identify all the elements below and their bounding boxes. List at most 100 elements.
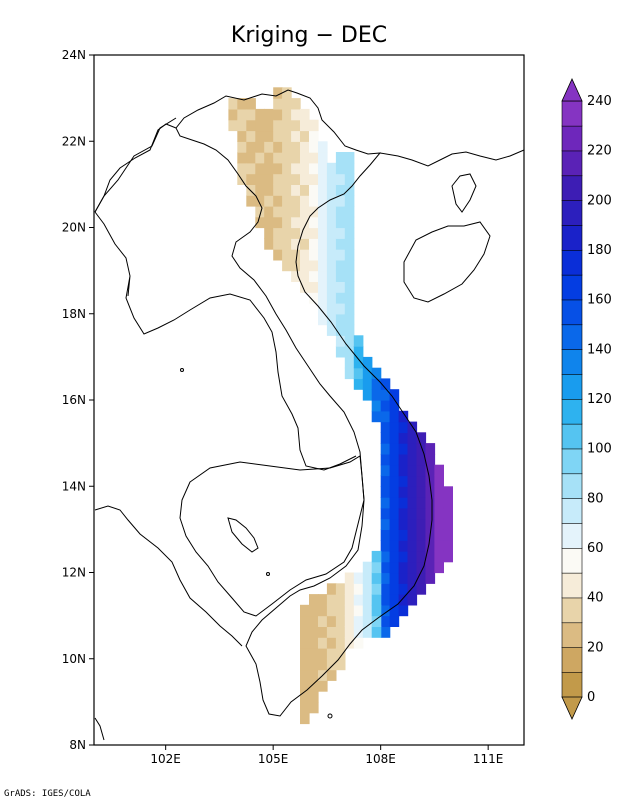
- colorbar-segment: [561, 324, 583, 350]
- grid-cell: [255, 195, 265, 207]
- grid-cell: [362, 356, 373, 369]
- grid-cell: [255, 119, 265, 132]
- grid-cell: [335, 615, 346, 627]
- grid-cell: [309, 152, 319, 164]
- grid-cell: [273, 98, 283, 110]
- grid-cell: [335, 259, 346, 272]
- grid-cell: [344, 238, 355, 250]
- grid-cell: [380, 561, 391, 574]
- grid-cell: [300, 712, 310, 725]
- grid-cell: [273, 162, 283, 175]
- grid-cell: [344, 205, 355, 218]
- grid-cell: [416, 497, 427, 509]
- grid-cell: [335, 335, 346, 347]
- grid-cell: [326, 594, 337, 606]
- grid-cell: [398, 464, 409, 477]
- grid-cell: [362, 389, 373, 401]
- grid-cell: [318, 615, 328, 627]
- grid-cell: [416, 453, 427, 466]
- grid-cell: [237, 130, 247, 142]
- grid-cell: [380, 486, 391, 498]
- grid-cell: [398, 432, 409, 444]
- grid-cell: [416, 432, 427, 444]
- grid-cell: [309, 669, 319, 681]
- grid-cell: [246, 130, 256, 142]
- grid-cell: [309, 162, 319, 175]
- grid-cell: [335, 281, 346, 293]
- grid-cell: [291, 238, 301, 250]
- colorbar-label: 60: [587, 541, 604, 556]
- grid-cell: [300, 680, 310, 692]
- grid-cell: [237, 108, 247, 121]
- grid-cell: [425, 475, 436, 487]
- grid-cell: [228, 119, 238, 132]
- grid-cell: [398, 561, 409, 574]
- grid-cell: [326, 637, 337, 649]
- grid-cell: [309, 141, 319, 153]
- grid-cell: [300, 259, 310, 272]
- grid-cell: [380, 529, 391, 541]
- grid-cell: [398, 443, 409, 455]
- grid-cell: [273, 119, 283, 132]
- grid-cell: [326, 259, 337, 272]
- grid-cell: [326, 173, 337, 185]
- tonle-sap-lake: [227, 517, 259, 553]
- grid-cell: [389, 540, 400, 552]
- grid-cell: [273, 173, 283, 185]
- grid-cell: [300, 701, 310, 714]
- grid-cell: [291, 270, 301, 282]
- grid-cell: [246, 195, 256, 207]
- grid-cell: [434, 540, 444, 552]
- colorbar-segment: [561, 498, 583, 524]
- grid-cell: [389, 507, 400, 520]
- grid-cell: [309, 119, 319, 132]
- colorbar-segment: [561, 175, 583, 201]
- grid-cell: [309, 626, 319, 638]
- grid-cell: [255, 205, 265, 218]
- grid-cell: [246, 184, 256, 196]
- grid-cell: [273, 141, 283, 153]
- grid-cell: [362, 626, 373, 638]
- grid-cell: [398, 475, 409, 487]
- grid-cell: [389, 421, 400, 433]
- grid-cell: [255, 173, 265, 185]
- grid-cell: [416, 550, 427, 563]
- grid-cell: [380, 497, 391, 509]
- grid-cell: [282, 119, 292, 132]
- colorbar-segment: [561, 448, 583, 475]
- grid-cell: [407, 518, 418, 530]
- grid-cell: [371, 378, 382, 390]
- grid-cell: [326, 281, 337, 293]
- grid-cell: [291, 205, 301, 218]
- grid-cell: [389, 572, 400, 584]
- grid-cell: [237, 119, 247, 132]
- grid-cell: [309, 691, 319, 703]
- grid-cell: [273, 108, 283, 121]
- grid-cell: [434, 518, 444, 530]
- grid-cell: [291, 184, 301, 196]
- grid-cell: [300, 173, 310, 185]
- grid-cell: [255, 141, 265, 153]
- grid-cell: [380, 475, 391, 487]
- grid-cell: [326, 162, 337, 175]
- grid-cell: [300, 637, 310, 649]
- grid-cell: [344, 637, 355, 649]
- y-tick-label: 12N: [62, 566, 86, 580]
- colorbar-segment: [561, 125, 583, 152]
- coastlines-and-borders: [94, 89, 525, 741]
- grid-cell: [434, 497, 444, 509]
- grid-cell: [398, 583, 409, 595]
- grid-cell: [335, 648, 346, 660]
- grid-cell: [282, 184, 292, 196]
- grid-cell: [380, 604, 391, 617]
- grid-cell: [300, 130, 310, 142]
- grid-cell: [309, 604, 319, 617]
- grid-cell: [300, 249, 310, 261]
- grid-cell: [318, 195, 328, 207]
- grid-cell: [273, 216, 283, 229]
- grid-cell: [371, 626, 382, 638]
- grid-cell: [371, 583, 382, 595]
- grid-cell: [389, 615, 400, 627]
- colorbar-segment: [561, 473, 583, 499]
